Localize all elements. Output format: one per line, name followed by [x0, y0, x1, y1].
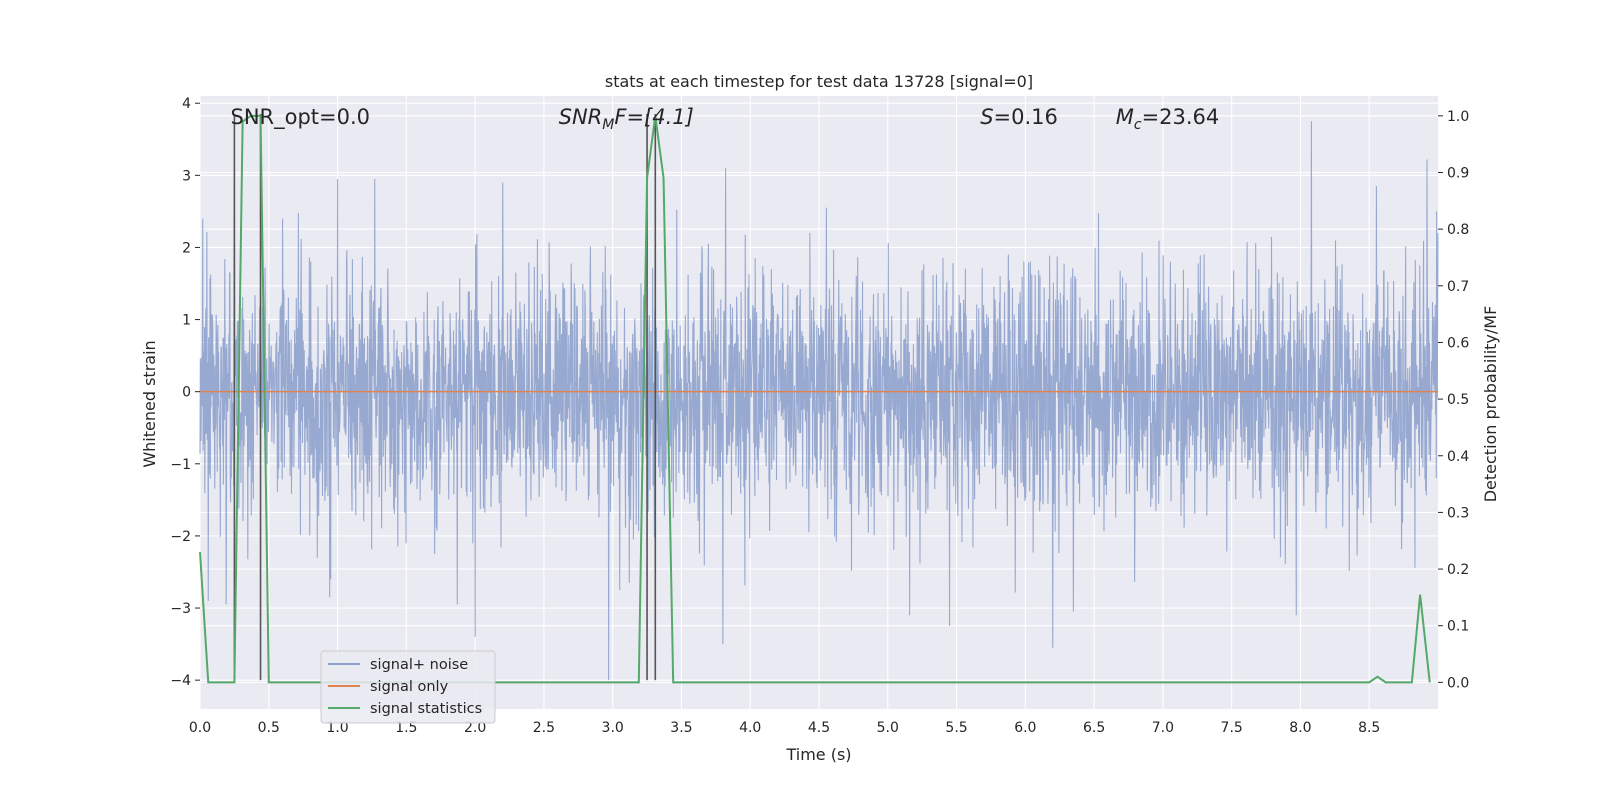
y-tick-label: −2: [170, 529, 191, 545]
annotation-snr-mf-base: SNR: [559, 105, 603, 129]
x-tick-label: 5.0: [877, 720, 899, 736]
y2-tick-label: 0.2: [1447, 562, 1469, 578]
series-signal-noise: [199, 121, 1439, 681]
y-axis-label: Whitened strain: [140, 340, 159, 467]
series-signal-statistics: [199, 114, 1431, 684]
x-tick-label: 8.5: [1358, 720, 1380, 736]
x-tick-label: 1.5: [395, 720, 417, 736]
x-tick-label: 4.0: [739, 720, 761, 736]
legend-label-signal: signal only: [370, 679, 449, 695]
y2-tick-label: 0.8: [1447, 222, 1469, 238]
y2-ticks: 0.0 0.1 0.2 0.3 0.4 0.5 0.6 0.7 0.8 0.9 1.0: [1438, 109, 1469, 691]
y2-tick-label: 0.3: [1447, 505, 1469, 521]
annotation-snr-opt-value: 0.0: [337, 105, 370, 129]
annotation-s-tail: =0.16: [994, 105, 1058, 129]
legend-box: [320, 650, 496, 724]
y-tick-label: 1: [182, 313, 191, 329]
y-tick-label: −4: [170, 673, 191, 689]
annotation-snr-mf-tail: F=[4.1]: [614, 105, 693, 129]
legend-label-noise: signal+ noise: [370, 657, 468, 673]
noise-line: [199, 121, 1439, 681]
x-tick-label: 7.5: [1221, 720, 1243, 736]
y2-tick-label: 0.6: [1447, 335, 1469, 351]
x-tick-label: 6.0: [1014, 720, 1036, 736]
x-tick-label: 5.5: [945, 720, 967, 736]
x-tick-label: 0.0: [189, 720, 211, 736]
y-tick-label: 3: [182, 168, 191, 184]
chart-title: stats at each timestep for test data 137…: [605, 72, 1033, 91]
legend: signal+ noise signal only signal statist…: [320, 650, 496, 724]
y-tick-label: 2: [182, 240, 191, 256]
y-tick-label: −3: [170, 601, 191, 617]
annotation-snr-opt-prefix: SNR_opt=: [231, 105, 337, 130]
y2-tick-label: 0.5: [1447, 392, 1469, 408]
y-tick-label: −1: [170, 457, 191, 473]
x-ticks: 0.0 0.5 1.0 1.5 2.0 2.5 3.0 3.5 4.0 4.5 5.0 5.5 6.0 6…: [189, 720, 1380, 736]
y-ticks: −4 −3 −2 −1 0 1 2 3 4: [170, 96, 200, 689]
y-tick-label: 0: [182, 385, 191, 401]
annotation-snr-mf: SNRMF=[4.1]: [559, 105, 694, 133]
y2-axis-label: Detection probability/MF: [1481, 306, 1500, 503]
x-tick-label: 3.0: [602, 720, 624, 736]
x-tick-label: 4.5: [808, 720, 830, 736]
legend-label-stats: signal statistics: [370, 701, 482, 717]
annotation-snr-mf-sub: M: [602, 117, 614, 133]
annotation-mc-base: M: [1116, 105, 1134, 129]
x-tick-label: 8.0: [1289, 720, 1311, 736]
y2-tick-label: 0.4: [1447, 449, 1469, 465]
annotation-mc: Mc=23.64: [1116, 105, 1220, 133]
y2-tick-label: 0.0: [1447, 675, 1469, 691]
annotation-s-base: S: [980, 105, 993, 129]
x-tick-label: 3.5: [670, 720, 692, 736]
y2-tick-label: 1.0: [1447, 109, 1469, 125]
x-tick-label: 7.0: [1152, 720, 1174, 736]
x-tick-label: 2.0: [464, 720, 486, 736]
x-axis-label: Time (s): [785, 745, 851, 764]
annotations: SNR_opt=0.0 SNRMF=[4.1] S=0.16 Mc=23.64: [231, 105, 1220, 133]
x-tick-label: 6.5: [1083, 720, 1105, 736]
y2-tick-label: 0.9: [1447, 165, 1469, 181]
signal-statistics-line: [199, 114, 1431, 684]
x-tick-label: 2.5: [533, 720, 555, 736]
y2-tick-label: 0.7: [1447, 279, 1469, 295]
annotation-snr-opt: SNR_opt=0.0: [231, 105, 371, 130]
x-tick-label: 1.0: [326, 720, 348, 736]
y2-tick-label: 0.1: [1447, 619, 1469, 635]
x-tick-label: 0.5: [258, 720, 280, 736]
y-tick-label: 4: [182, 96, 191, 112]
annotation-s: S=0.16: [980, 105, 1058, 129]
annotation-mc-tail: =23.64: [1142, 105, 1220, 129]
annotation-mc-sub: c: [1134, 117, 1142, 133]
